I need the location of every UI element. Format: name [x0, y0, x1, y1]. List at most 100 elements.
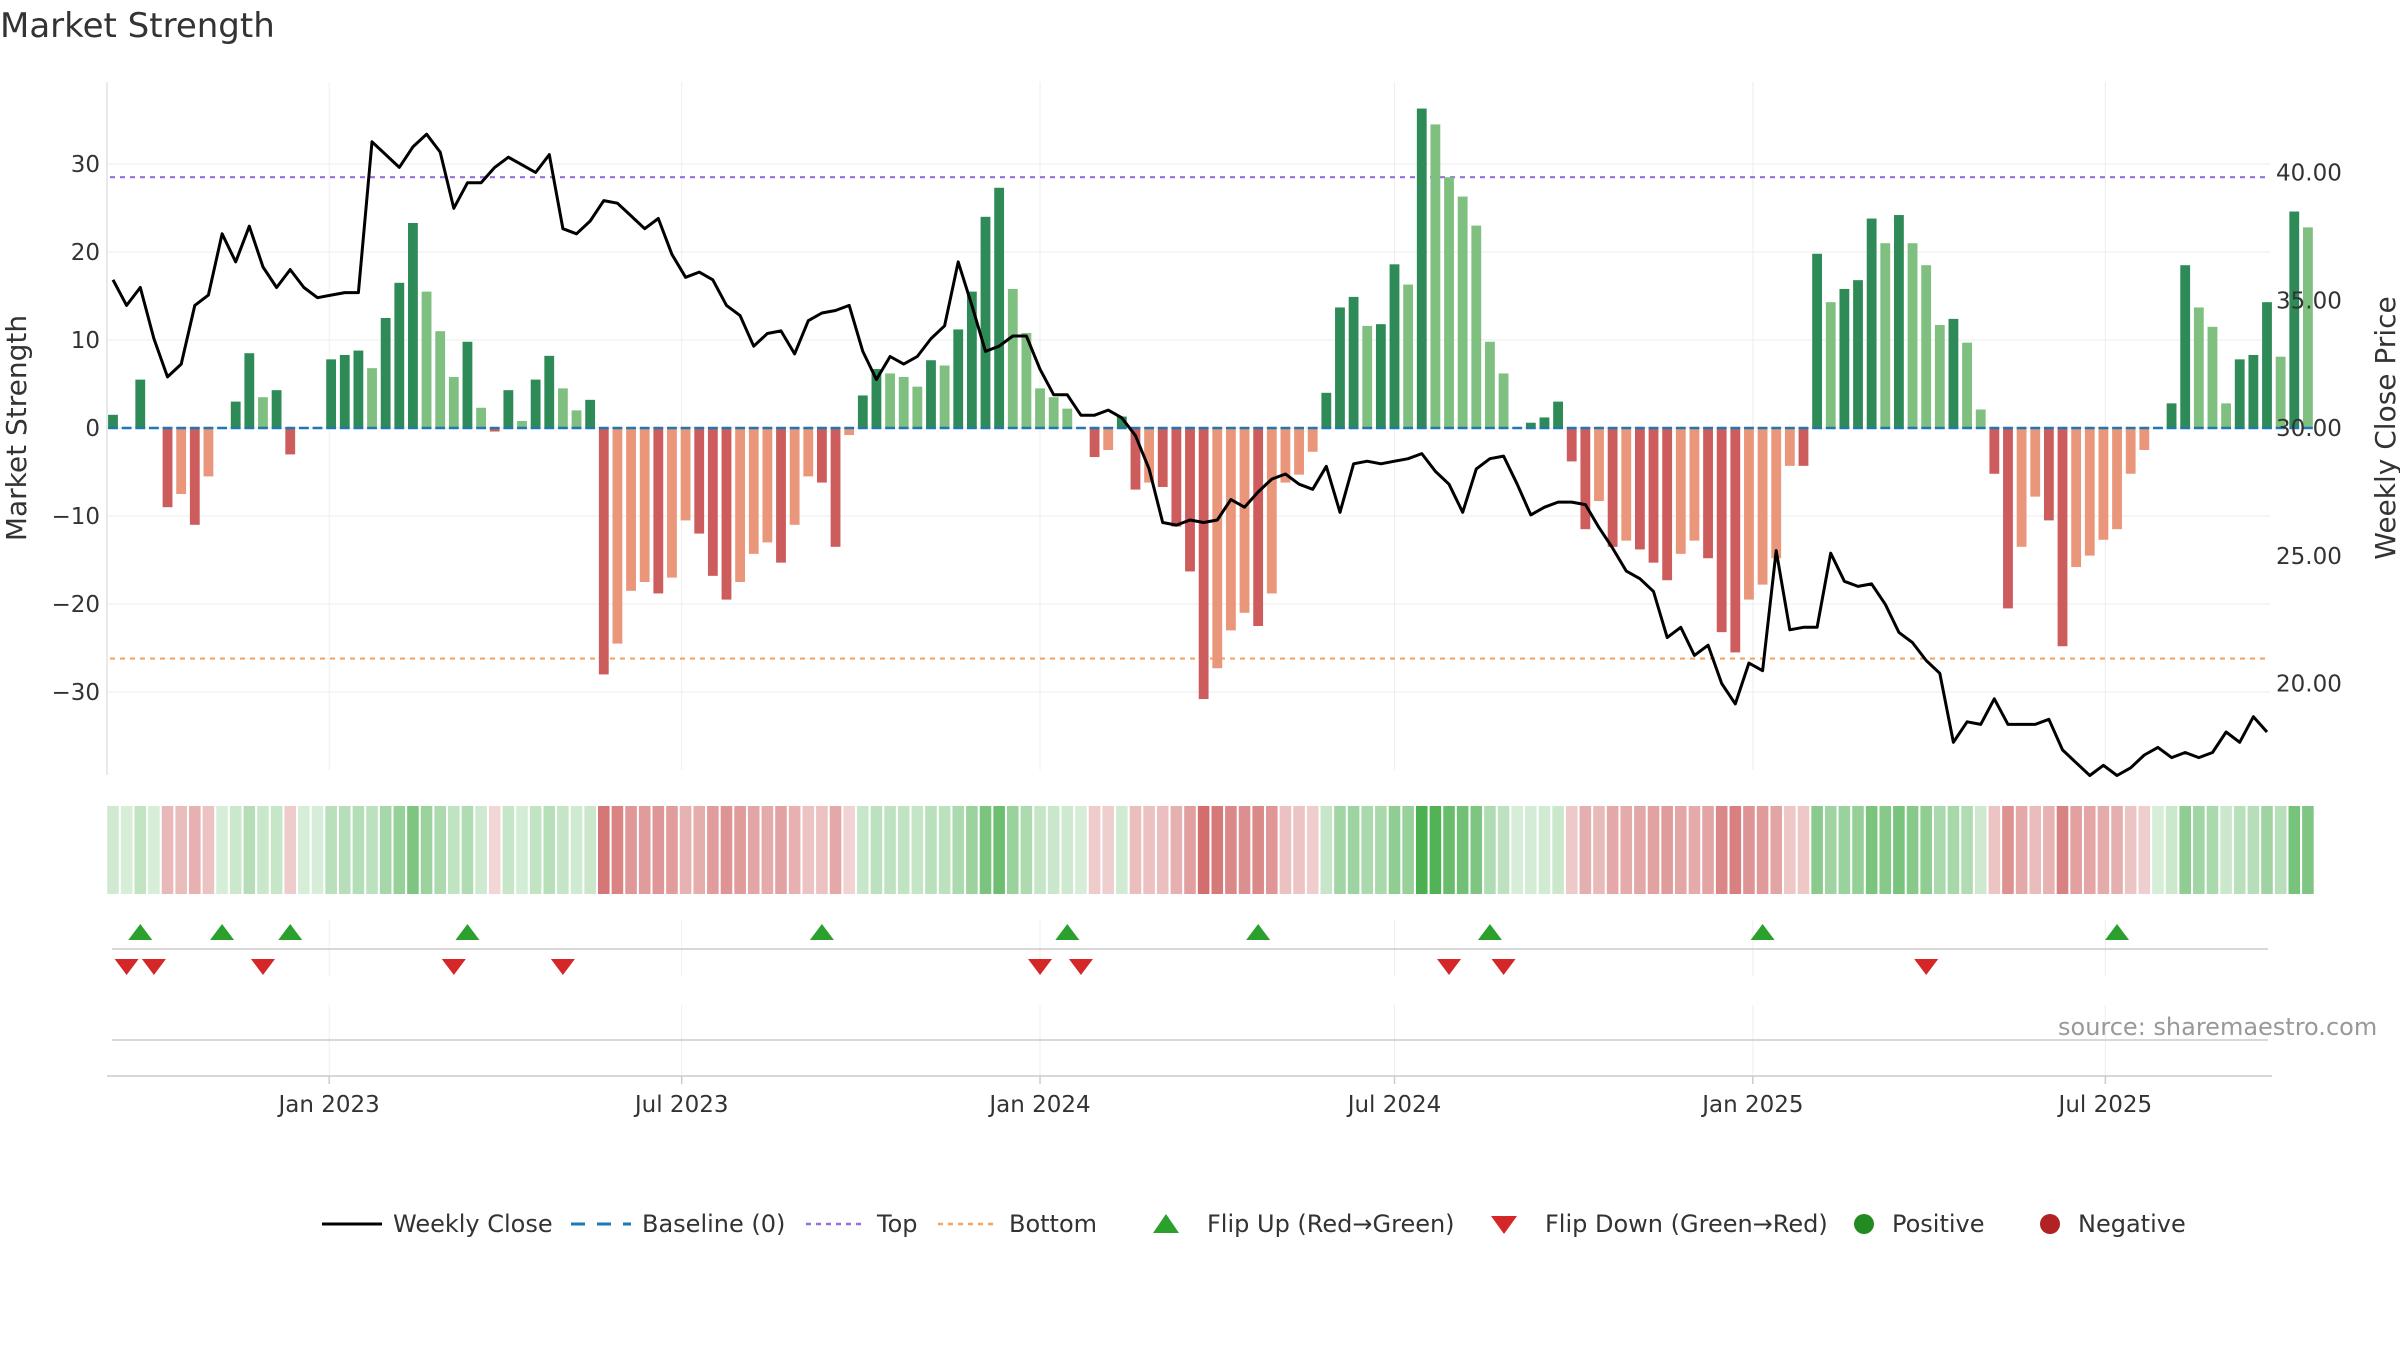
heat-cell [502, 806, 515, 894]
heat-cell [134, 806, 147, 894]
strength-bar [966, 291, 977, 428]
heat-cell [1320, 806, 1333, 894]
flip-down-marker [1914, 959, 1939, 975]
strength-bar [462, 341, 473, 428]
heat-cell [2220, 806, 2232, 894]
heat-cell [1879, 806, 1892, 894]
strength-bar [803, 428, 814, 477]
grid-layer [107, 82, 2270, 1078]
heat-cell [1606, 806, 1619, 894]
heat-cell [2083, 806, 2096, 894]
strength-bar [2262, 302, 2272, 428]
heat-cell [925, 806, 937, 894]
strength-bar [1689, 428, 1700, 541]
strength-bar [898, 376, 909, 428]
strength-bar [817, 428, 827, 483]
heat-cell [1565, 806, 1578, 894]
heat-cell [1756, 806, 1769, 894]
strength-bar [598, 428, 609, 675]
strength-bar [1675, 428, 1686, 554]
x-tick-label: Jul 2024 [1346, 1092, 1442, 1118]
strength-bar [108, 414, 118, 428]
flip-up-marker [1055, 924, 1080, 940]
strength-bar [1307, 428, 1318, 452]
strength-bar [1921, 265, 1932, 428]
flip-down-marker [441, 959, 466, 975]
heat-cell [2002, 806, 2014, 894]
x-tick-label: Jan 2025 [1700, 1092, 1803, 1118]
flip-markers [112, 924, 2268, 975]
heat-cell [434, 806, 446, 894]
flip-up-marker [455, 924, 480, 940]
strength-bar [1416, 108, 1427, 428]
strength-bar [2112, 428, 2122, 530]
heat-cell [1865, 806, 1878, 894]
strength-bar [1648, 428, 1659, 563]
strength-bar [1498, 373, 1509, 428]
strength-bar [2180, 265, 2191, 428]
legend-swatch-circle [2040, 1214, 2060, 1234]
flip-down-marker [1437, 959, 1462, 975]
heat-cell [2233, 806, 2246, 894]
strength-bar [1730, 428, 1741, 653]
heat-cell [979, 806, 992, 894]
heat-cell [1947, 806, 1960, 894]
heat-cell [1470, 806, 1483, 894]
heat-cell [611, 806, 624, 894]
strength-bar [1321, 392, 1332, 428]
strength-bar [680, 428, 691, 521]
heat-cell [1784, 806, 1796, 894]
strength-bar [1539, 417, 1550, 428]
heat-cell [707, 806, 719, 894]
strength-bar [1021, 332, 1032, 428]
weekly-close-line [111, 132, 2269, 777]
y2-axis-title: Weekly Close Price [2369, 296, 2400, 559]
y-tick-label: 10 [71, 328, 100, 354]
strength-bar [1784, 428, 1795, 466]
heat-cell [625, 806, 637, 894]
strength-bar [639, 428, 650, 582]
heat-cell [1116, 806, 1128, 894]
strength-bar [1225, 428, 1236, 631]
strength-bar [530, 379, 541, 428]
heat-cell [148, 806, 160, 894]
strength-bar [176, 428, 187, 494]
heat-cell [298, 806, 310, 894]
strength-bar [1798, 428, 1809, 466]
strength-bar [1907, 243, 1918, 428]
heat-cell [843, 806, 855, 894]
strength-bar [1744, 428, 1754, 600]
heat-cell [2111, 806, 2123, 894]
strength-bar [1253, 428, 1264, 626]
heat-cell [1088, 806, 1101, 894]
strength-bar [626, 428, 636, 591]
strength-bar [762, 428, 773, 543]
flip-up-marker [2105, 924, 2130, 940]
flip-up-marker [278, 924, 303, 940]
heat-cell [1047, 806, 1060, 894]
legend-label: Negative [2078, 1210, 2186, 1238]
heat-cell [407, 806, 419, 894]
heat-cell [1811, 806, 1823, 894]
source-note: source: sharemaestro.com [2058, 1013, 2378, 1041]
heat-cell [1525, 806, 1537, 894]
y2-tick-label: 40.00 [2276, 161, 2342, 187]
heat-cell [870, 806, 883, 894]
heat-cell [557, 806, 569, 894]
strength-bar [844, 428, 855, 436]
strength-bar [1362, 325, 1373, 428]
heat-cell [379, 806, 392, 894]
heat-cell [1961, 806, 1973, 894]
y-axis-title: Market Strength [0, 315, 33, 541]
strength-bar [339, 354, 350, 428]
heat-cell [1156, 806, 1169, 894]
heat-cell [1647, 806, 1660, 894]
x-tick-label: Jul 2023 [633, 1092, 729, 1118]
heat-cell [216, 806, 228, 894]
heat-cell [1388, 806, 1401, 894]
strength-bar [1934, 325, 1945, 428]
heat-cell [1497, 806, 1510, 894]
strength-bar [912, 386, 923, 428]
legend-swatch-circle [1854, 1214, 1874, 1234]
heat-cell [1375, 806, 1387, 894]
